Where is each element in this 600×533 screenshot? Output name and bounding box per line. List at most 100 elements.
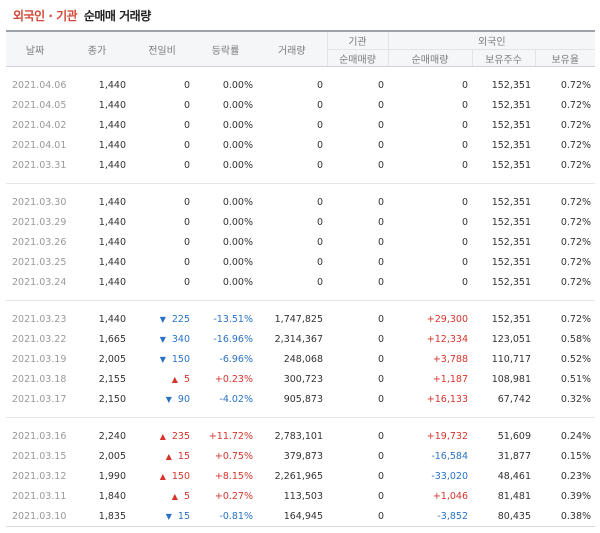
table-row: 2021.03.17 2,150 ▼ 90 -4.02% 905,873 0 +16,133 6… xyxy=(6,389,595,409)
up-triangle-icon: ▲ xyxy=(171,374,178,384)
col-date-header: 날짜 xyxy=(6,31,64,67)
close-cell: 2,005 xyxy=(98,353,126,365)
group-top-spacer xyxy=(6,67,595,76)
spacer-cell xyxy=(6,301,595,310)
trading-table: 날짜 종가 전일비 등락률 거래량 기관 외국인 순매매량 순매매량 보유주수 … xyxy=(6,30,596,527)
change-cell: ▲ 15 xyxy=(130,446,194,466)
ratio-cell: 0.58% xyxy=(560,333,592,345)
rate-cell: +11.72% xyxy=(208,430,253,442)
change-value: 150 xyxy=(171,353,190,365)
col-volume-header: 거래량 xyxy=(257,31,327,67)
inst-net-cell: 0 xyxy=(377,216,384,228)
change-value: 235 xyxy=(171,430,190,442)
inst-net-cell: 0 xyxy=(377,119,384,131)
change-cell: ▼ 340 xyxy=(130,329,194,349)
rate-cell: 0.00% xyxy=(222,99,253,111)
ratio-cell: 0.15% xyxy=(560,450,592,462)
rate-cell: 0.00% xyxy=(222,236,253,248)
change-cell: 0 xyxy=(130,232,194,252)
ratio-cell: 0.72% xyxy=(560,99,592,111)
rate-cell: 0.00% xyxy=(222,159,253,171)
rate-cell: -16.96% xyxy=(213,333,253,345)
holdings-cell: 152,351 xyxy=(491,119,531,131)
volume-cell: 905,873 xyxy=(283,393,323,405)
volume-cell: 164,945 xyxy=(257,506,327,527)
volume-cell: 113,503 xyxy=(283,490,323,502)
holdings-cell: 81,481 xyxy=(497,490,531,502)
foreign-net-cell: -3,852 xyxy=(388,506,472,527)
inst-net-cell: 0 xyxy=(377,373,384,385)
change-value: 15 xyxy=(177,510,190,522)
close-cell: 1,840 xyxy=(98,490,126,502)
change-cell: ▲ 235 xyxy=(130,426,194,446)
table-row: 2021.03.10 1,835 ▼ 15 -0.81% 164,945 0 -3,852 80… xyxy=(6,506,596,527)
foreign-net-cell: 0 xyxy=(461,196,468,208)
holdings-cell: 123,051 xyxy=(491,333,531,345)
up-triangle-icon: ▲ xyxy=(159,471,166,481)
ratio-cell: 0.72% xyxy=(560,196,592,208)
change-value: 0 xyxy=(183,119,190,131)
ratio-cell: 0.51% xyxy=(560,373,592,385)
change-cell: ▼ 225 xyxy=(130,309,194,329)
down-triangle-icon: ▼ xyxy=(159,314,166,324)
table-row: 2021.03.31 1,440 0 0.00% 0 0 0 152,351 0.72% xyxy=(6,155,595,175)
foreign-net-cell: 0 xyxy=(461,79,468,91)
rate-cell: 0.00% xyxy=(222,119,253,131)
holdings-cell: 152,351 xyxy=(491,79,531,91)
close-cell: 2,005 xyxy=(98,450,126,462)
volume-cell: 0 xyxy=(316,216,323,228)
table-row: 2021.03.18 2,155 ▲ 5 +0.23% 300,723 0 +1,187 108… xyxy=(6,369,595,389)
up-triangle-icon: ▲ xyxy=(159,431,166,441)
table-row: 2021.04.05 1,440 0 0.00% 0 0 0 152,351 0.72% xyxy=(6,95,595,115)
close-cell: 1,440 xyxy=(98,139,126,151)
change-cell: ▼ 90 xyxy=(130,389,194,409)
table-row: 2021.03.19 2,005 ▼ 150 -6.96% 248,068 0 +3,788 1… xyxy=(6,349,595,369)
group-separator xyxy=(6,175,596,184)
foreign-net-cell: 0 xyxy=(461,276,468,288)
separator-cell xyxy=(6,409,596,418)
pagination xyxy=(0,526,600,533)
change-value: 15 xyxy=(177,450,190,462)
foreign-net-cell: +1,187 xyxy=(432,373,468,385)
date-cell: 2021.03.25 xyxy=(12,256,67,268)
inst-net-cell: 0 xyxy=(377,353,384,365)
title-separator: · xyxy=(48,9,53,23)
change-cell: ▼ 150 xyxy=(130,349,194,369)
date-cell: 2021.03.17 xyxy=(12,393,67,405)
date-cell: 2021.03.29 xyxy=(12,216,67,228)
change-cell: 0 xyxy=(130,155,194,175)
inst-net-cell: 0 xyxy=(377,393,384,405)
rate-cell: 0.00% xyxy=(222,276,253,288)
date-cell: 2021.03.10 xyxy=(6,506,66,527)
close-cell: 1,440 xyxy=(98,216,126,228)
inst-net-cell: 0 xyxy=(377,313,384,325)
foreign-net-cell: +1,046 xyxy=(432,490,468,502)
holdings-cell: 48,461 xyxy=(497,470,531,482)
foreign-net-cell: -33,020 xyxy=(431,470,468,482)
volume-cell: 2,261,965 xyxy=(274,470,323,482)
col-change-header: 전일비 xyxy=(130,31,194,67)
rate-cell: +0.27% xyxy=(214,490,253,502)
ratio-cell: 0.38% xyxy=(535,506,596,527)
inst-net-cell: 0 xyxy=(377,450,384,462)
ratio-cell: 0.72% xyxy=(560,313,592,325)
change-value: 0 xyxy=(183,216,190,228)
close-cell: 1,665 xyxy=(98,333,126,345)
table-row: 2021.03.11 1,840 ▲ 5 +0.27% 113,503 0 +1,046 81,… xyxy=(6,486,595,506)
volume-cell: 248,068 xyxy=(283,353,323,365)
group-separator xyxy=(6,292,596,301)
table-row: 2021.03.25 1,440 0 0.00% 0 0 0 152,351 0.72% xyxy=(6,252,595,272)
volume-cell: 0 xyxy=(316,236,323,248)
inst-net-cell: 0 xyxy=(327,506,388,527)
volume-cell: 0 xyxy=(316,276,323,288)
inst-net-cell: 0 xyxy=(377,159,384,171)
foreign-net-cell: +16,133 xyxy=(426,393,468,405)
table-row: 2021.03.23 1,440 ▼ 225 -13.51% 1,747,825 0 +29,… xyxy=(6,309,595,329)
date-cell: 2021.04.05 xyxy=(12,99,67,111)
ratio-cell: 0.72% xyxy=(560,256,592,268)
holdings-cell: 31,877 xyxy=(497,450,531,462)
ratio-cell: 0.72% xyxy=(560,159,592,171)
close-cell: 1,440 xyxy=(98,79,126,91)
change-cell: ▲ 5 xyxy=(130,369,194,389)
